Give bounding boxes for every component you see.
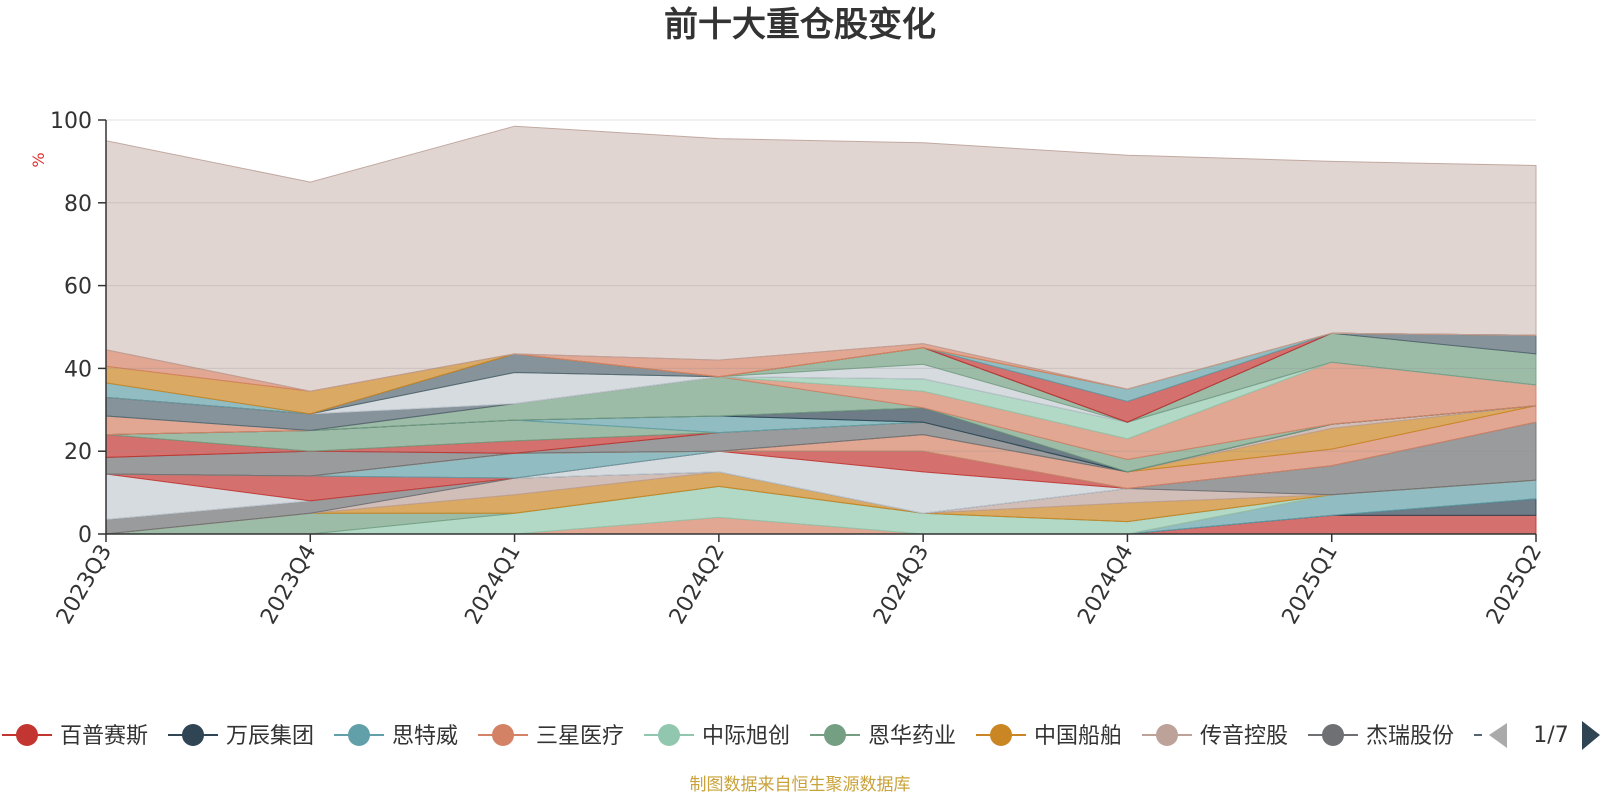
y-tick-label: 20 — [64, 440, 92, 465]
legend-item-7[interactable]: 传音控股 — [1142, 724, 1288, 749]
legend-label: 中际旭创 — [702, 724, 790, 749]
legend-label: 传音控股 — [1200, 724, 1288, 749]
legend-page-indicator: 1/7 — [1533, 723, 1568, 748]
legend-label: 万辰集团 — [226, 724, 314, 749]
y-tick-label: 80 — [64, 192, 92, 217]
y-tick-label: 40 — [64, 357, 92, 382]
legend-item-4[interactable]: 中际旭创 — [644, 724, 790, 749]
x-tick-label: 2024Q4 — [1073, 541, 1138, 629]
legend-item-5[interactable]: 恩华药业 — [810, 724, 956, 749]
x-tick-label: 2024Q3 — [869, 541, 934, 629]
chart-title: 前十大重仓股变化 — [664, 5, 936, 45]
legend-item-1[interactable]: 万辰集团 — [168, 724, 314, 749]
legend-items: 百普赛斯万辰集团思特威三星医疗中际旭创恩华药业中国船舶传音控股杰瑞股份宁德时代 — [2, 724, 1482, 749]
x-tick-label: 2025Q2 — [1482, 541, 1547, 629]
legend-item-6[interactable]: 中国船舶 — [976, 724, 1122, 749]
y-tick-label: 0 — [78, 523, 92, 548]
x-tick-label: 2024Q1 — [460, 541, 525, 629]
legend-item-8[interactable]: 杰瑞股份 — [1308, 724, 1454, 749]
legend-item-3[interactable]: 三星医疗 — [478, 724, 624, 749]
legend-prev-icon[interactable] — [1489, 723, 1507, 748]
footer-source: 制图数据来自恒生聚源数据库 — [690, 775, 911, 795]
y-tick-label: 100 — [50, 109, 92, 134]
legend-label: 思特威 — [392, 724, 458, 749]
x-tick-label: 2024Q2 — [665, 541, 730, 629]
area-series-32[interactable] — [105, 125, 1537, 392]
legend-next-icon[interactable] — [1582, 721, 1600, 750]
x-tick-label: 2023Q3 — [52, 541, 117, 629]
legend-item-2[interactable]: 思特威 — [334, 724, 458, 749]
y-tick-label: 60 — [64, 275, 92, 300]
legend-item-0[interactable]: 百普赛斯 — [2, 724, 148, 749]
legend-label: 百普赛斯 — [60, 724, 148, 749]
x-tick-label: 2023Q4 — [256, 541, 321, 629]
y-axis-label: % — [29, 152, 48, 167]
legend-label: 杰瑞股份 — [1366, 724, 1454, 749]
legend-label: 三星医疗 — [536, 724, 624, 749]
x-tick-label: 2025Q1 — [1278, 541, 1343, 629]
legend-label: 恩华药业 — [868, 724, 956, 749]
legend-label: 中国船舶 — [1034, 724, 1122, 749]
